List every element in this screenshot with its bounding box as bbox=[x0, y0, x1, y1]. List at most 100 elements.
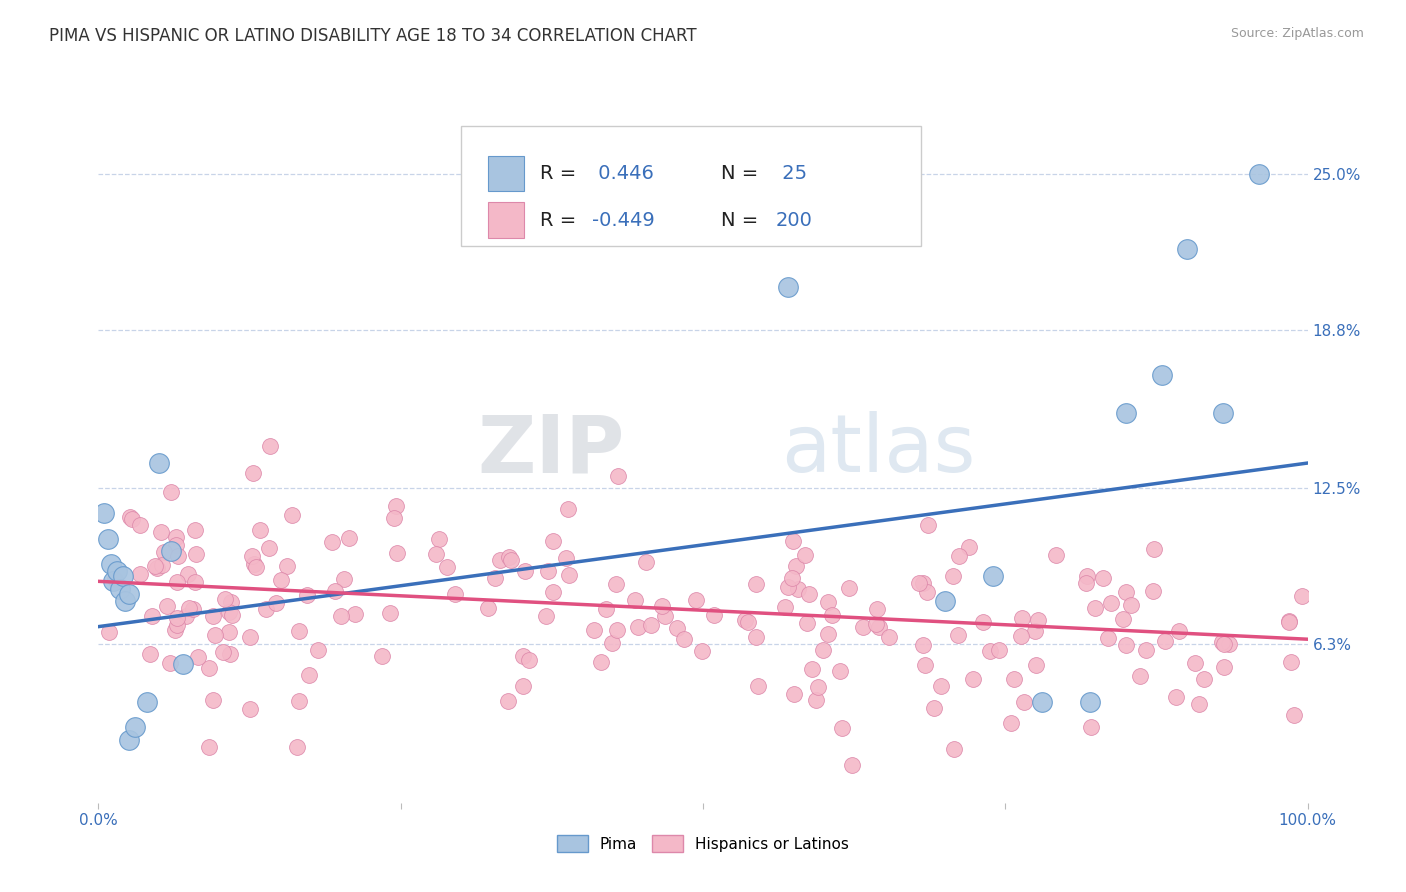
Point bbox=[1011, 611, 1033, 625]
Point bbox=[948, 549, 970, 563]
Point bbox=[330, 609, 353, 624]
Point bbox=[165, 623, 187, 637]
Point bbox=[557, 502, 579, 516]
Point bbox=[627, 620, 650, 634]
Point bbox=[382, 510, 405, 524]
Point bbox=[513, 564, 536, 578]
Point bbox=[321, 534, 343, 549]
Point bbox=[624, 592, 647, 607]
Point bbox=[184, 523, 207, 537]
Point bbox=[1026, 613, 1049, 627]
Point bbox=[690, 644, 713, 658]
Point bbox=[1000, 715, 1022, 730]
Point bbox=[1135, 642, 1157, 657]
Point bbox=[1115, 406, 1137, 420]
Point bbox=[806, 693, 828, 707]
Point bbox=[166, 611, 188, 625]
Point bbox=[156, 599, 179, 614]
Point bbox=[831, 721, 853, 735]
Point bbox=[517, 652, 540, 666]
Point bbox=[344, 607, 367, 621]
Point bbox=[242, 549, 264, 563]
Point bbox=[177, 567, 200, 582]
Point bbox=[979, 643, 1001, 657]
Point bbox=[243, 557, 266, 571]
Point bbox=[184, 547, 207, 561]
Point bbox=[1143, 541, 1166, 556]
Point bbox=[1167, 624, 1189, 638]
Point bbox=[879, 630, 901, 644]
Point bbox=[640, 617, 662, 632]
Point bbox=[143, 559, 166, 574]
Point bbox=[496, 694, 519, 708]
Point bbox=[165, 531, 187, 545]
Point bbox=[97, 532, 120, 546]
Point bbox=[1192, 672, 1215, 686]
Point bbox=[801, 663, 824, 677]
Point bbox=[443, 587, 465, 601]
Point bbox=[734, 613, 756, 627]
Point bbox=[942, 569, 965, 583]
Point bbox=[1282, 707, 1305, 722]
Point bbox=[957, 541, 980, 555]
Point bbox=[93, 507, 115, 521]
Text: -0.449: -0.449 bbox=[592, 211, 655, 229]
Point bbox=[153, 544, 176, 558]
Point bbox=[1279, 656, 1302, 670]
Point bbox=[159, 485, 181, 500]
Point bbox=[987, 643, 1010, 657]
Point bbox=[915, 585, 938, 599]
Point bbox=[917, 517, 939, 532]
Text: ZIP: ZIP bbox=[477, 411, 624, 490]
Point bbox=[254, 602, 277, 616]
Point bbox=[807, 680, 830, 694]
Point bbox=[512, 648, 534, 663]
Point bbox=[782, 571, 804, 585]
Point bbox=[1080, 721, 1102, 735]
Point bbox=[166, 618, 188, 632]
Point bbox=[333, 572, 356, 586]
Text: PIMA VS HISPANIC OR LATINO DISABILITY AGE 18 TO 34 CORRELATION CHART: PIMA VS HISPANIC OR LATINO DISABILITY AG… bbox=[49, 27, 697, 45]
Point bbox=[1184, 656, 1206, 670]
Point bbox=[817, 595, 839, 609]
Point bbox=[554, 551, 576, 566]
Point bbox=[287, 693, 309, 707]
Point bbox=[852, 620, 875, 634]
Point bbox=[606, 624, 628, 638]
Point bbox=[1211, 635, 1233, 649]
Point bbox=[105, 564, 128, 578]
Point bbox=[1112, 612, 1135, 626]
Point bbox=[773, 599, 796, 614]
Point bbox=[141, 609, 163, 624]
Point bbox=[534, 609, 557, 624]
Point bbox=[242, 467, 264, 481]
Point bbox=[187, 650, 209, 665]
Point bbox=[135, 695, 157, 709]
Point bbox=[218, 605, 240, 619]
Point bbox=[1212, 406, 1234, 420]
Point bbox=[922, 700, 945, 714]
Point bbox=[685, 593, 707, 607]
Point bbox=[1078, 695, 1101, 709]
Point bbox=[813, 643, 835, 657]
Point bbox=[298, 667, 321, 681]
Point bbox=[184, 574, 207, 589]
Point bbox=[489, 553, 512, 567]
Point bbox=[606, 469, 628, 483]
Point bbox=[477, 600, 499, 615]
Point bbox=[931, 679, 953, 693]
Point bbox=[201, 609, 224, 624]
Point bbox=[159, 656, 181, 670]
Point bbox=[108, 582, 131, 596]
Point bbox=[558, 568, 581, 582]
Point bbox=[121, 512, 143, 526]
Point bbox=[1142, 583, 1164, 598]
Bar bbox=[488, 202, 524, 237]
Point bbox=[541, 533, 564, 548]
Point bbox=[118, 732, 141, 747]
Point bbox=[817, 627, 839, 641]
Point bbox=[128, 567, 150, 582]
Point bbox=[239, 631, 262, 645]
Point bbox=[166, 574, 188, 589]
Point bbox=[1213, 660, 1236, 674]
